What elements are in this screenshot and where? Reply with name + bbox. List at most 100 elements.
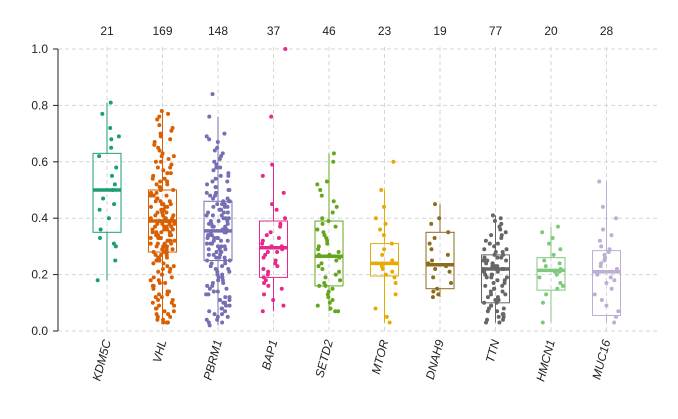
data-point (220, 306, 225, 311)
data-point (150, 300, 155, 305)
category-label: PBRM1 (201, 338, 225, 382)
data-point (492, 252, 497, 257)
data-point (551, 252, 556, 257)
data-point (261, 255, 266, 260)
data-point (273, 261, 278, 266)
data-point (222, 131, 227, 136)
data-point (540, 320, 545, 325)
data-point (262, 292, 267, 297)
data-point (207, 323, 212, 328)
data-point (437, 216, 442, 221)
data-point (204, 317, 209, 322)
data-point (484, 275, 489, 280)
data-point (154, 306, 159, 311)
data-point (320, 216, 325, 221)
data-point (381, 233, 386, 238)
data-point (498, 227, 503, 232)
data-point (157, 114, 162, 119)
data-point (265, 250, 270, 255)
data-point (500, 283, 505, 288)
data-point (595, 272, 600, 277)
data-point (489, 275, 494, 280)
data-point (393, 261, 398, 266)
data-point (484, 261, 489, 266)
data-point (383, 272, 388, 277)
data-point (165, 204, 170, 209)
data-point (153, 213, 158, 218)
data-point (327, 300, 332, 305)
data-point (160, 266, 165, 271)
data-point (158, 179, 163, 184)
data-point (166, 312, 171, 317)
data-point (165, 182, 170, 187)
data-point (431, 275, 436, 280)
data-point (153, 224, 158, 229)
data-point (225, 238, 230, 243)
data-point (215, 269, 220, 274)
data-point (222, 230, 227, 235)
data-point (210, 213, 215, 218)
data-point (485, 295, 490, 300)
data-point (150, 176, 155, 181)
data-point (213, 176, 218, 181)
data-point (598, 264, 603, 269)
data-point (159, 109, 164, 114)
data-point (260, 309, 265, 314)
data-point (223, 247, 228, 252)
data-point (261, 275, 266, 280)
data-point (211, 224, 216, 229)
data-point (484, 320, 489, 325)
data-point (168, 165, 173, 170)
data-point (427, 241, 432, 246)
data-point (168, 314, 173, 319)
data-point (504, 247, 509, 252)
data-point (599, 297, 604, 302)
data-point (165, 227, 170, 232)
data-point (154, 182, 159, 187)
data-point (209, 233, 214, 238)
data-point (430, 258, 435, 263)
data-point (212, 159, 217, 164)
data-point (492, 244, 497, 249)
data-point (226, 171, 231, 176)
data-point (223, 261, 228, 266)
data-point (158, 134, 163, 139)
data-point (216, 278, 221, 283)
data-point (169, 300, 174, 305)
data-point (165, 171, 170, 176)
data-point (98, 235, 103, 240)
data-point (495, 255, 500, 260)
data-point (606, 250, 611, 255)
data-point (330, 286, 335, 291)
data-point (224, 286, 229, 291)
data-point (325, 238, 330, 243)
data-point (204, 134, 209, 139)
data-point (380, 266, 385, 271)
data-point (225, 221, 230, 226)
data-point (501, 306, 506, 311)
data-point (600, 269, 605, 274)
data-point (391, 159, 396, 164)
data-point (430, 295, 435, 300)
data-point (153, 159, 158, 164)
data-point (501, 266, 506, 271)
data-point (544, 292, 549, 297)
data-point (204, 213, 209, 218)
data-point (211, 168, 216, 173)
data-point (214, 250, 219, 255)
data-point (499, 235, 504, 240)
data-point (557, 269, 562, 274)
data-point (326, 295, 331, 300)
count-labels: 21 169 148 37 46 23 19 77 20 28 (100, 24, 613, 38)
data-point (270, 162, 275, 167)
data-point (204, 190, 209, 195)
data-point (218, 173, 223, 178)
data-point (212, 148, 217, 153)
data-point (217, 207, 222, 212)
data-point (445, 252, 450, 257)
data-point (315, 227, 320, 232)
data-point (168, 137, 173, 142)
data-point (156, 235, 161, 240)
